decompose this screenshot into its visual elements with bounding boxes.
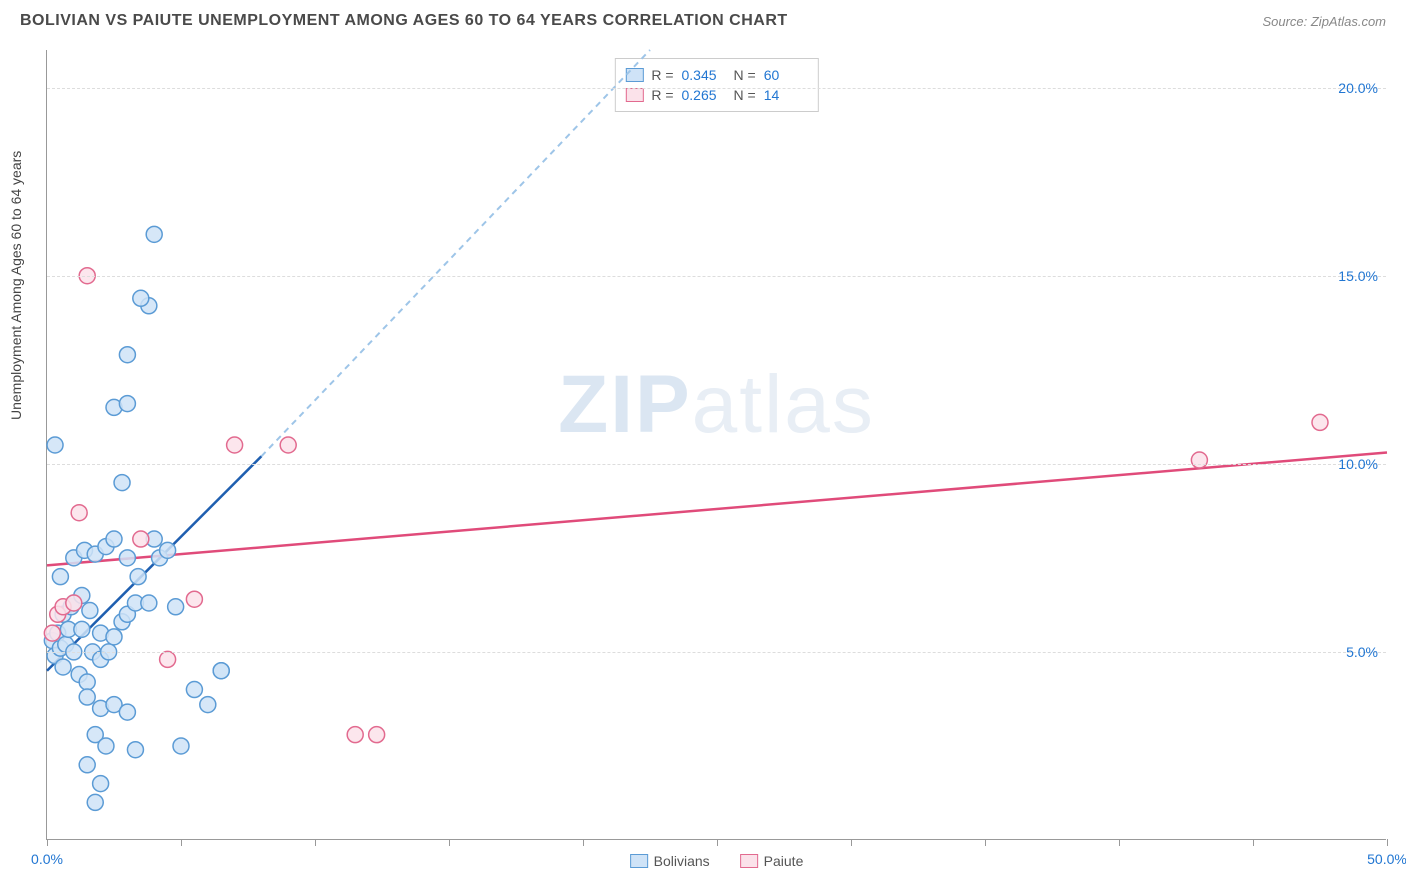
y-tick-label: 15.0%	[1338, 268, 1378, 284]
x-tick	[1387, 839, 1388, 846]
scatter-plot-svg	[47, 50, 1386, 839]
x-tick	[47, 839, 48, 846]
y-tick-label: 20.0%	[1338, 80, 1378, 96]
gridline-h	[47, 652, 1386, 653]
legend-item-bolivians: Bolivians	[630, 853, 710, 869]
x-tick	[583, 839, 584, 846]
chart-plot-area: ZIPatlas R = 0.345 N = 60 R = 0.265 N = …	[46, 50, 1386, 840]
y-axis-label: Unemployment Among Ages 60 to 64 years	[8, 151, 24, 420]
y-tick-label: 5.0%	[1346, 644, 1378, 660]
x-tick	[985, 839, 986, 846]
chart-title: BOLIVIAN VS PAIUTE UNEMPLOYMENT AMONG AG…	[20, 12, 788, 30]
legend-item-paiute: Paiute	[740, 853, 804, 869]
source-attribution: Source: ZipAtlas.com	[1262, 14, 1386, 29]
x-tick-label: 0.0%	[31, 851, 63, 867]
x-tick-label: 50.0%	[1367, 851, 1406, 867]
legend-label-bolivians: Bolivians	[654, 853, 710, 869]
series-legend: Bolivians Paiute	[630, 853, 804, 869]
x-tick	[181, 839, 182, 846]
gridline-h	[47, 88, 1386, 89]
swatch-paiute	[740, 854, 758, 868]
x-tick	[315, 839, 316, 846]
x-tick	[1253, 839, 1254, 846]
x-tick	[717, 839, 718, 846]
swatch-bolivians	[630, 854, 648, 868]
x-tick	[449, 839, 450, 846]
gridline-h	[47, 276, 1386, 277]
legend-label-paiute: Paiute	[764, 853, 804, 869]
gridline-h	[47, 464, 1386, 465]
x-tick	[1119, 839, 1120, 846]
y-tick-label: 10.0%	[1338, 456, 1378, 472]
x-tick	[851, 839, 852, 846]
